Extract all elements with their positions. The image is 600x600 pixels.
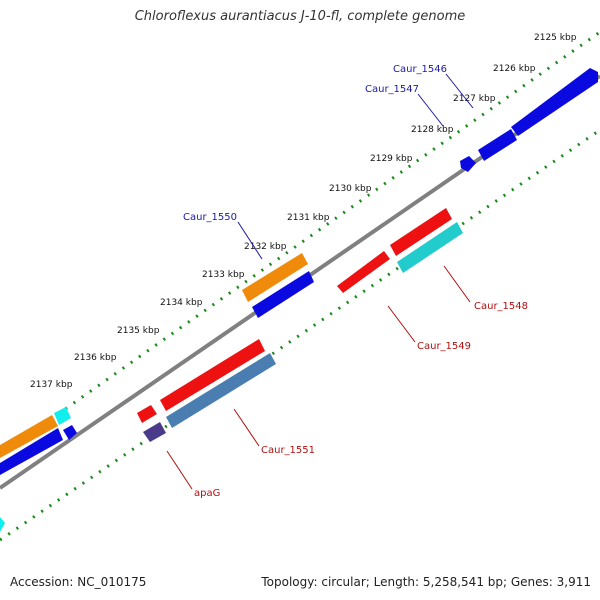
gene-arrow-cyan-left[interactable] [54, 407, 71, 425]
gene-label-apag[interactable]: apaG [194, 488, 220, 499]
gene-arrow-caur-1551[interactable] [166, 353, 276, 428]
reverse-tick-track [0, 128, 600, 542]
map-title: Chloroflexus aurantiacus J-10-fl, comple… [134, 9, 466, 24]
gene-arrow-blue-small-left[interactable] [63, 425, 77, 440]
gene-arrow-orange-left[interactable] [0, 415, 58, 458]
genome-info-text: Topology: circular; Length: 5,258,541 bp… [261, 575, 591, 589]
gene-arrow-caur-1546[interactable] [511, 68, 598, 136]
gene-arrow-cyan-corner[interactable] [0, 517, 5, 532]
gene-arrow-red-small[interactable] [137, 405, 157, 423]
tick-label-2127: 2127 kbp [453, 94, 496, 104]
gene-arrow-caur-1549[interactable] [337, 251, 390, 293]
tick-label-2132: 2132 kbp [244, 242, 287, 252]
gene-arrow-caur-1548[interactable] [397, 222, 463, 273]
leader-caur-1550 [237, 221, 263, 260]
tick-label-2131: 2131 kbp [287, 213, 330, 223]
tick-label-2134: 2134 kbp [160, 298, 203, 308]
gene-arrow-red-large[interactable] [160, 339, 265, 411]
tick-label-2136: 2136 kbp [74, 353, 117, 363]
gene-arrow-caur-1547[interactable] [478, 129, 517, 161]
tick-label-2133: 2133 kbp [202, 270, 245, 280]
tick-label-2135: 2135 kbp [117, 326, 160, 336]
gene-label-caur-1550[interactable]: Caur_1550 [183, 212, 237, 223]
leader-caur-1547 [417, 93, 444, 127]
gene-label-caur-1549[interactable]: Caur_1549 [417, 341, 471, 352]
tick-label-2137: 2137 kbp [30, 380, 73, 390]
forward-tick-track [0, 30, 600, 457]
gene-label-caur-1547[interactable]: Caur_1547 [365, 84, 419, 95]
leader-apag [166, 450, 193, 490]
gene-label-caur-1551[interactable]: Caur_1551 [261, 445, 315, 456]
gene-arrow-caur-1550[interactable] [242, 253, 308, 302]
tick-label-2128: 2128 kbp [411, 125, 454, 135]
gene-arrow-apag[interactable] [143, 422, 166, 442]
gene-arrow-blue-forward[interactable] [252, 271, 314, 318]
tick-label-2125: 2125 kbp [534, 33, 577, 43]
leader-caur-1548 [443, 265, 471, 303]
leader-caur-1551 [233, 408, 260, 447]
gene-label-caur-1548[interactable]: Caur_1548 [474, 301, 528, 312]
tick-label-2129: 2129 kbp [370, 154, 413, 164]
gene-arrow-blue-left[interactable] [0, 428, 63, 475]
gene-label-caur-1546[interactable]: Caur_1546 [393, 64, 447, 75]
tick-label-2126: 2126 kbp [493, 64, 536, 74]
tick-label-2130: 2130 kbp [329, 184, 372, 194]
gene-arrow-caur-1548-red[interactable] [390, 208, 452, 256]
leader-caur-1549 [387, 305, 416, 343]
accession-text: Accession: NC_010175 [10, 575, 147, 589]
leader-caur-1546 [445, 73, 474, 109]
gene-arrow-small-blue[interactable] [460, 156, 476, 172]
